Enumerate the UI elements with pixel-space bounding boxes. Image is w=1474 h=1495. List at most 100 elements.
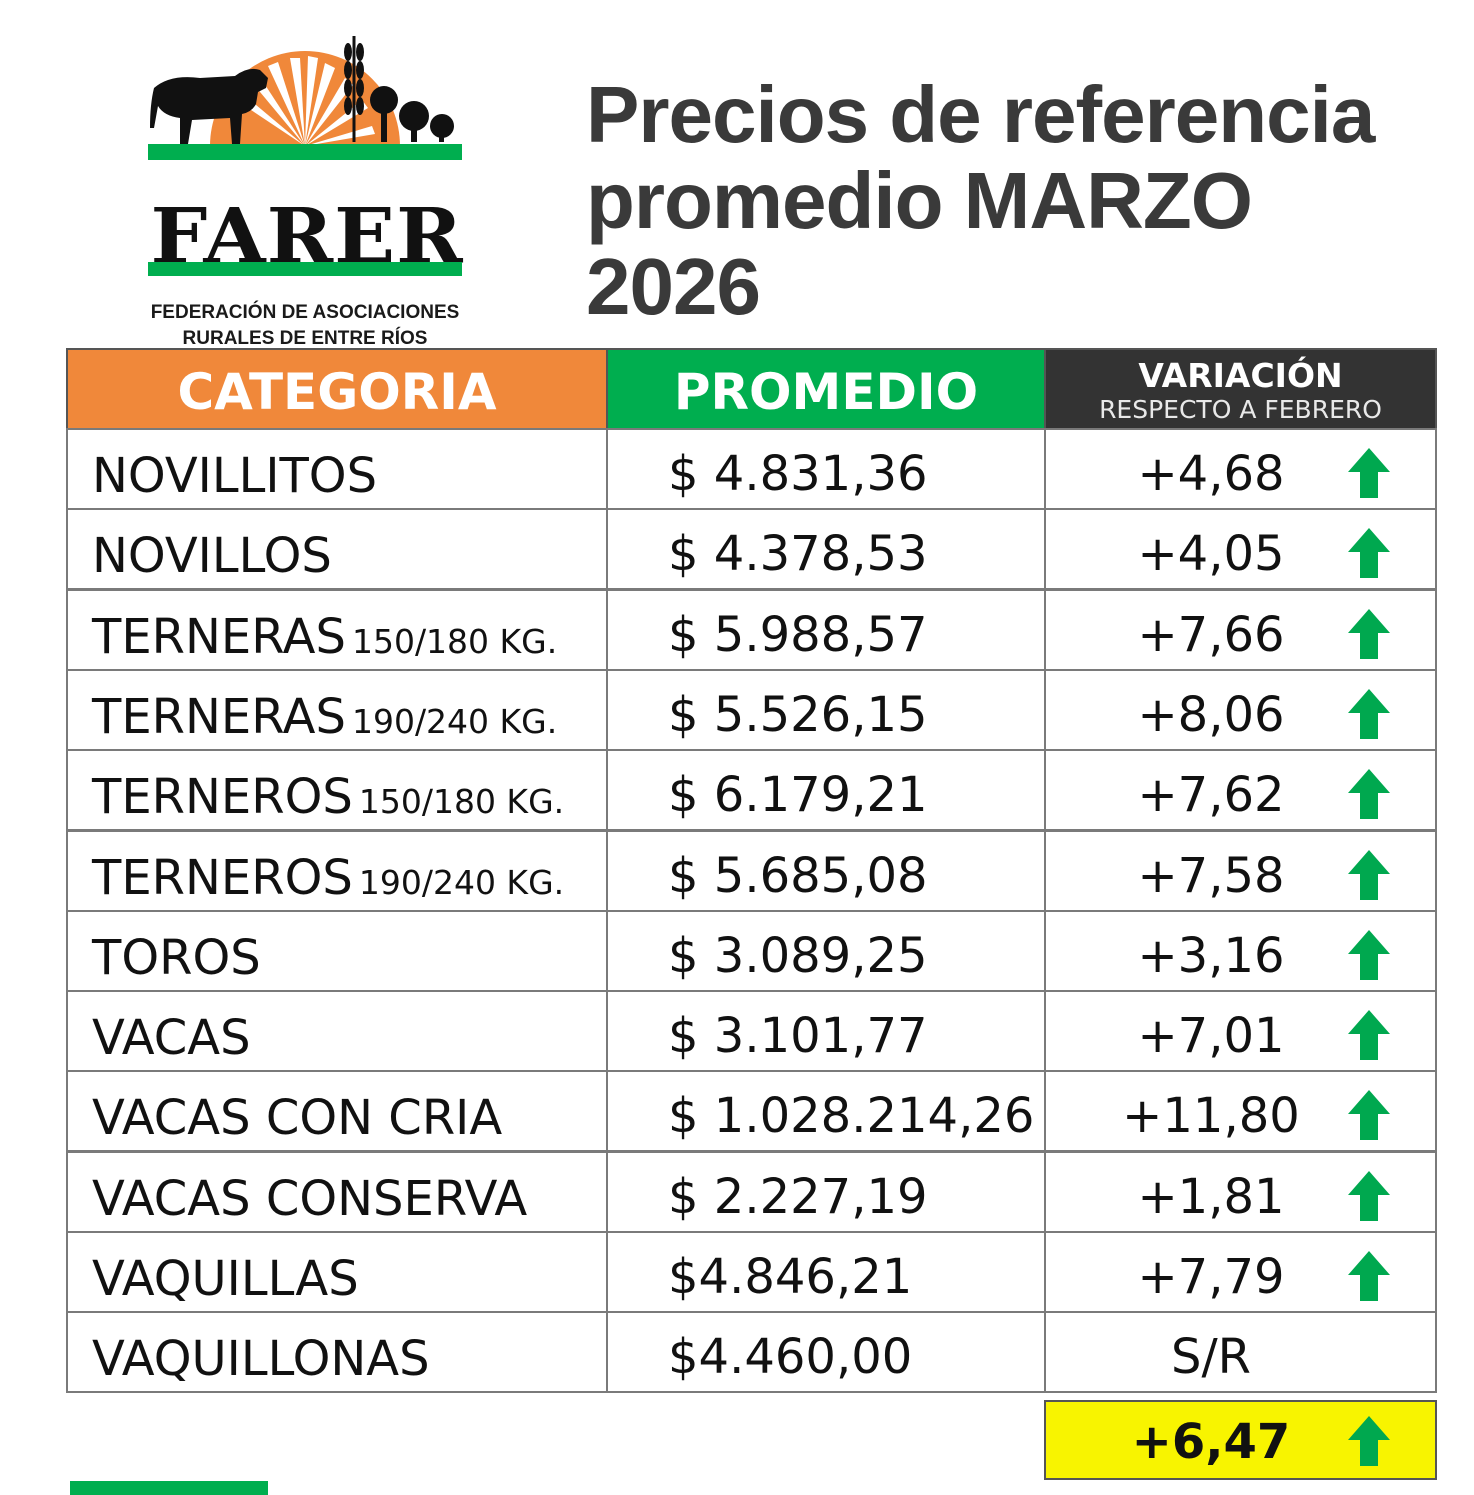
price-value: $ 5.526,15 — [668, 686, 928, 743]
arrow-up-icon — [1348, 1090, 1390, 1141]
arrow-up-icon — [1348, 849, 1390, 900]
variation-cell: +4,05 — [1044, 508, 1437, 591]
farer-logo: FARER FEDERACIÓN DE ASOCIACIONES RURALES… — [140, 28, 470, 349]
category-cell: NOVILLOS — [66, 508, 608, 591]
table-row: NOVILLITOS $ 4.831,36 +4,68 — [66, 428, 1437, 510]
category-text: TERNEROS 190/240 KG. — [92, 852, 564, 909]
price-cell: $ 3.101,77 — [606, 990, 1046, 1073]
price-value: $ 2.227,19 — [668, 1168, 928, 1225]
header-categoria-label: CATEGORIA — [177, 363, 497, 421]
price-value: $ 4.378,53 — [668, 526, 928, 583]
category-cell: VAQUILLONAS — [66, 1311, 608, 1394]
arrow-up-icon — [1348, 929, 1390, 980]
variation-value: +8,06 — [1137, 686, 1285, 743]
arrow-up-icon — [1348, 1416, 1390, 1466]
variation-cell: +3,16 — [1044, 909, 1437, 992]
table-row: VAQUILLAS $4.846,21 +7,79 — [66, 1231, 1437, 1313]
category-text: TERNERAS 190/240 KG. — [92, 691, 557, 748]
header-variacion: VARIACIÓN RESPECTO A FEBRERO — [1044, 348, 1437, 430]
arrow-up-icon — [1348, 608, 1390, 659]
table-row: TERNERAS 150/180 KG. $ 5.988,57 +7,66 — [66, 588, 1437, 671]
category-text: VACAS CON CRIA — [92, 1092, 502, 1144]
header-promedio-label: PROMEDIO — [673, 363, 979, 421]
category-text: NOVILLITOS — [92, 450, 377, 502]
title-line2: promedio MARZO — [586, 156, 1253, 245]
price-value: $ 5.988,57 — [668, 606, 928, 663]
category-name: VACAS CONSERVA — [92, 1170, 528, 1227]
category-cell: VACAS CONSERVA — [66, 1150, 608, 1233]
price-cell: $ 6.179,21 — [606, 749, 1046, 832]
arrow-up-icon — [1348, 1170, 1390, 1221]
price-cell: $ 2.227,19 — [606, 1150, 1046, 1233]
category-cell: TERNEROS 190/240 KG. — [66, 829, 608, 912]
table-row: NOVILLOS $ 4.378,53 +4,05 — [66, 508, 1437, 591]
category-cell: NOVILLITOS — [66, 428, 608, 510]
table-row: VACAS $ 3.101,77 +7,01 — [66, 990, 1437, 1073]
price-cell: $ 3.089,25 — [606, 909, 1046, 992]
category-name: TOROS — [92, 929, 261, 986]
logo-subtitle: FEDERACIÓN DE ASOCIACIONES RURALES DE EN… — [140, 300, 470, 352]
arrow-up-icon — [1348, 1251, 1390, 1301]
category-text: TERNEROS 150/180 KG. — [92, 771, 564, 828]
arrow-up-icon — [1348, 1010, 1390, 1061]
variation-value: S/R — [1171, 1329, 1251, 1386]
category-cell: VACAS CON CRIA — [66, 1070, 608, 1153]
category-name: VAQUILLONAS — [92, 1331, 430, 1388]
variation-cell: S/R — [1044, 1311, 1437, 1394]
header-categoria: CATEGORIA — [66, 348, 608, 430]
category-weight-range: 190/240 KG. — [358, 862, 565, 902]
title-line3: 2026 — [586, 242, 761, 331]
variation-value: +7,66 — [1137, 606, 1285, 663]
category-cell: TOROS — [66, 909, 608, 992]
table-row: VACAS CON CRIA $ 1.028.214,26 +11,80 — [66, 1070, 1437, 1153]
arrow-up-icon — [1348, 769, 1390, 820]
logo-subtitle-line1: FEDERACIÓN DE ASOCIACIONES — [150, 302, 460, 323]
variation-cell: +7,01 — [1044, 990, 1437, 1073]
variation-cell: +7,58 — [1044, 829, 1437, 912]
category-text: VACAS CONSERVA — [92, 1173, 527, 1225]
price-cell: $ 5.685,08 — [606, 829, 1046, 912]
footer-green-bar — [70, 1481, 268, 1495]
price-value: $4.460,00 — [668, 1329, 913, 1386]
variation-cell: +7,62 — [1044, 749, 1437, 832]
category-name: VAQUILLAS — [92, 1251, 359, 1307]
table-row: TOROS $ 3.089,25 +3,16 — [66, 909, 1437, 992]
header-variacion-sublabel: RESPECTO A FEBRERO — [1099, 395, 1382, 424]
variation-cell: +11,80 — [1044, 1070, 1437, 1153]
price-value: $ 3.089,25 — [668, 927, 928, 984]
table-row: TERNEROS 190/240 KG. $ 5.685,08 +7,58 — [66, 829, 1437, 912]
variation-cell: +7,66 — [1044, 588, 1437, 671]
logo-brand: FARER — [150, 191, 464, 281]
category-weight-range: 150/180 KG. — [351, 621, 558, 661]
category-name: TERNEROS — [92, 769, 353, 826]
price-value: $ 3.101,77 — [668, 1008, 928, 1065]
category-name: NOVILLITOS — [92, 448, 378, 504]
logo-green-bar — [148, 262, 462, 276]
price-value: $4.846,21 — [668, 1249, 913, 1305]
variation-value: +4,05 — [1137, 526, 1285, 583]
arrow-up-icon — [1348, 448, 1390, 498]
variation-value: +7,01 — [1137, 1008, 1285, 1065]
price-value: $ 4.831,36 — [668, 446, 928, 502]
category-text: VAQUILLONAS — [92, 1333, 430, 1385]
price-cell: $ 4.831,36 — [606, 428, 1046, 510]
table-row: TERNEROS 150/180 KG. $ 6.179,21 +7,62 — [66, 749, 1437, 832]
variation-cell: +7,79 — [1044, 1231, 1437, 1313]
category-text: TERNERAS 150/180 KG. — [92, 611, 557, 668]
price-value: $ 1.028.214,26 — [668, 1088, 1035, 1145]
price-value: $ 5.685,08 — [668, 847, 928, 904]
total-variation-value: +6,47 — [1131, 1414, 1291, 1470]
variation-value: +4,68 — [1137, 446, 1285, 502]
arrow-up-icon — [1348, 688, 1390, 739]
category-weight-range: 150/180 KG. — [358, 782, 565, 822]
table-row: TERNERAS 190/240 KG. $ 5.526,15 +8,06 — [66, 668, 1437, 751]
category-name: TERNEROS — [92, 849, 353, 906]
category-weight-range: 190/240 KG. — [351, 701, 558, 741]
category-cell: TERNERAS 190/240 KG. — [66, 668, 608, 751]
category-cell: TERNERAS 150/180 KG. — [66, 588, 608, 671]
variation-cell: +8,06 — [1044, 668, 1437, 751]
variation-cell: +1,81 — [1044, 1150, 1437, 1233]
category-name: NOVILLOS — [92, 528, 332, 585]
page-title: Precios de referencia promedio MARZO 202… — [586, 72, 1446, 330]
title-line1: Precios de referencia — [586, 70, 1375, 159]
